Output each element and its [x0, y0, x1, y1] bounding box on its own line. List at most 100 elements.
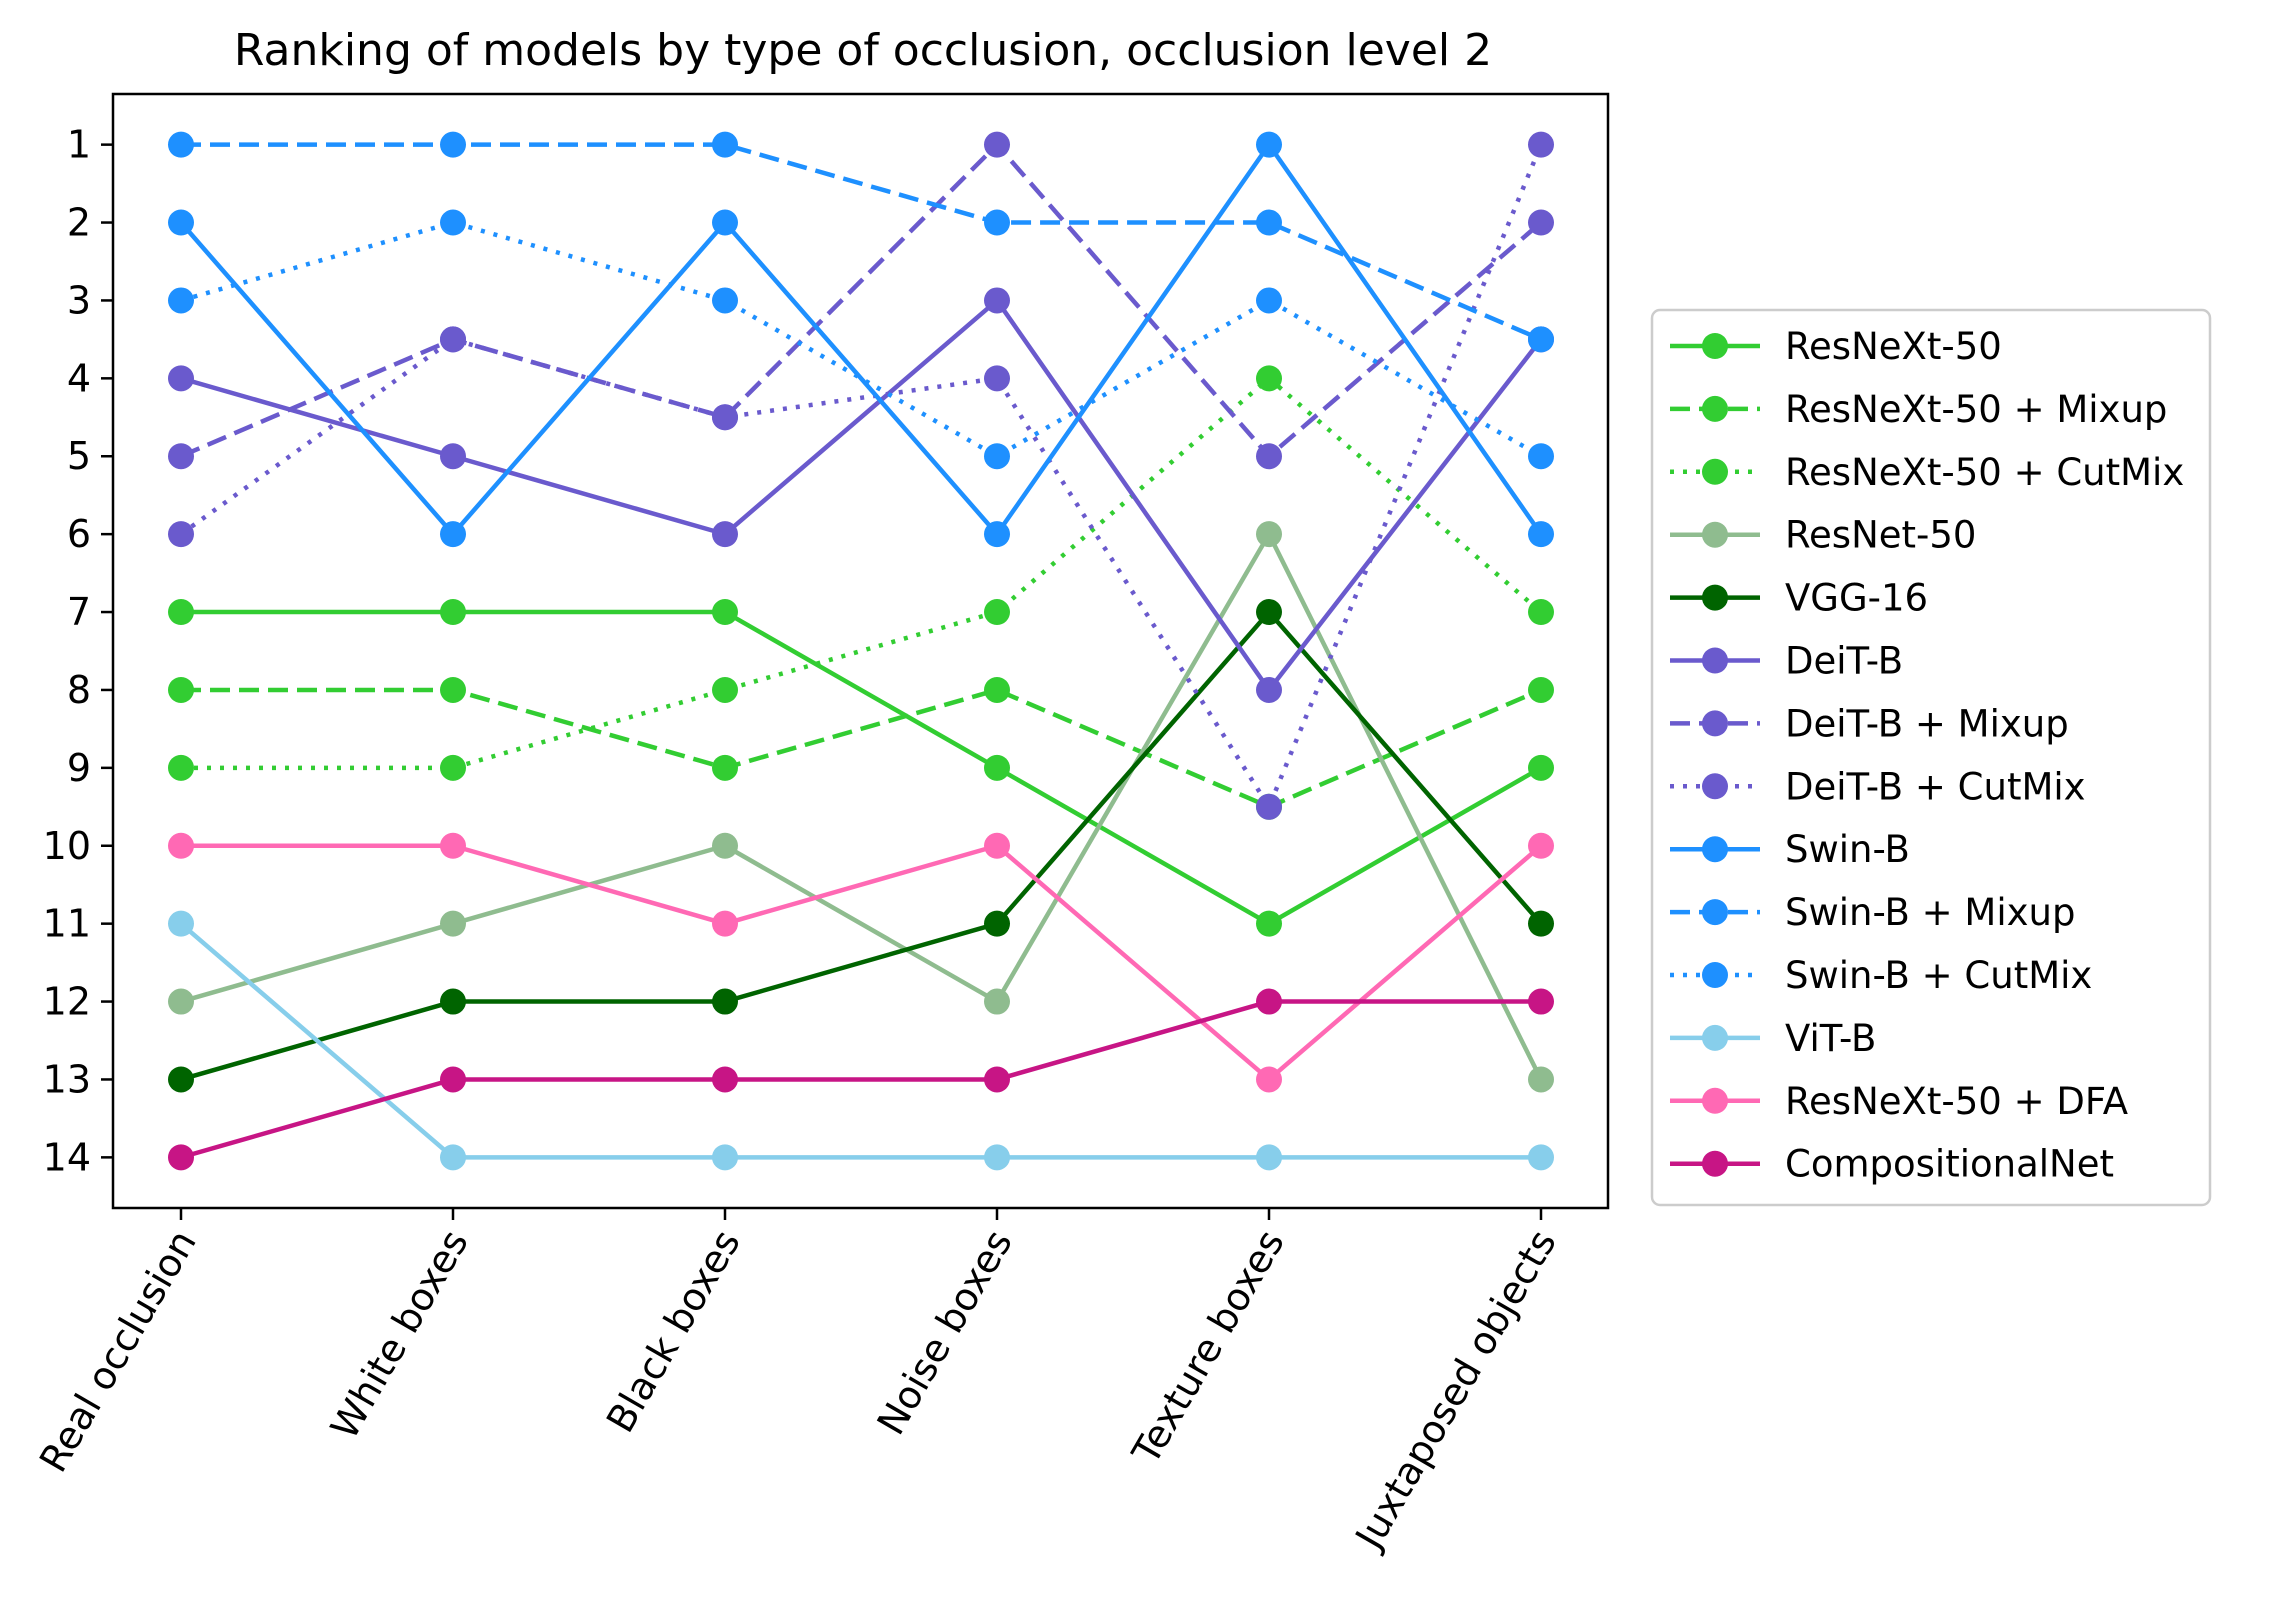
data-point	[1528, 443, 1554, 470]
legend-marker	[1702, 1150, 1728, 1177]
y-tick-label: 3	[67, 278, 91, 322]
data-point	[984, 365, 1010, 392]
legend-label: DeiT-B + CutMix	[1785, 765, 2086, 808]
data-point	[1256, 676, 1282, 703]
y-tick-label: 8	[67, 668, 91, 712]
data-point	[1256, 793, 1282, 820]
data-point	[440, 599, 466, 626]
data-point	[168, 832, 194, 859]
series-line	[180, 999, 1541, 1160]
legend-label: ResNeXt-50 + DFA	[1785, 1080, 2128, 1123]
legend-entry-vit-b: ViT-B	[1670, 1017, 1876, 1060]
data-point	[440, 131, 466, 158]
data-point	[712, 404, 738, 431]
legend-label: DeiT-B + Mixup	[1785, 702, 2069, 745]
y-tick-label: 12	[43, 980, 91, 1024]
data-point	[440, 326, 466, 353]
legend-marker	[1702, 333, 1728, 359]
data-point	[712, 988, 738, 1015]
data-point	[712, 1066, 738, 1093]
series-resnet-50	[168, 521, 1554, 1093]
legend-label: ResNeXt-50	[1785, 325, 2002, 368]
series-resnext-50-dfa	[168, 832, 1554, 1093]
legend-entry-compositionalnet: CompositionalNet	[1670, 1143, 2114, 1186]
legend-label: Swin-B + Mixup	[1785, 891, 2075, 934]
chart-title: Ranking of models by type of occlusion, …	[234, 25, 1492, 76]
legend-marker	[1702, 773, 1728, 800]
data-point	[984, 443, 1010, 470]
series-line	[181, 142, 1542, 342]
legend-entry-deit-b: DeiT-B	[1670, 640, 1903, 683]
legend-label: ResNet-50	[1785, 514, 1976, 557]
data-point	[1528, 521, 1554, 548]
series-line	[181, 843, 1543, 1082]
data-point	[1528, 599, 1554, 626]
x-tick-label: Black boxes	[598, 1223, 749, 1440]
data-point	[984, 832, 1010, 859]
data-point	[168, 287, 194, 314]
series-line	[180, 220, 1543, 459]
data-point	[1528, 131, 1554, 158]
x-tick-label: Real occlusion	[31, 1223, 205, 1480]
data-point	[1256, 365, 1282, 392]
data-point	[1528, 988, 1554, 1015]
data-point	[168, 599, 194, 626]
legend-entry-resnext-50-mixup: ResNeXt-50 + Mixup	[1670, 388, 2167, 431]
legend-entry-deit-b-cutmix: DeiT-B + CutMix	[1670, 765, 2086, 808]
legend-marker	[1702, 647, 1728, 674]
data-point	[1528, 676, 1554, 703]
data-point	[168, 1066, 194, 1093]
data-point	[712, 676, 738, 703]
data-point	[440, 988, 466, 1015]
data-point	[440, 832, 466, 859]
series-line	[179, 921, 1541, 1160]
data-point	[1256, 521, 1282, 548]
series-resnext-50	[168, 599, 1554, 937]
legend: ResNeXt-50 ResNeXt-50 + Mixup ResNeXt-50 +…	[1650, 308, 2212, 1207]
data-point	[1256, 443, 1282, 470]
y-tick-label: 13	[43, 1057, 91, 1101]
legend-label: CompositionalNet	[1785, 1143, 2114, 1186]
y-tick-label: 4	[67, 356, 91, 400]
legend-label: DeiT-B	[1785, 640, 1903, 683]
y-tick-label: 2	[67, 201, 91, 245]
x-tick-label: White boxes	[322, 1223, 477, 1447]
data-point	[440, 209, 466, 236]
data-point	[1528, 910, 1554, 937]
legend-entry-swin-b-mixup: Swin-B + Mixup	[1670, 891, 2075, 934]
data-point	[1256, 1066, 1282, 1093]
legend-marker	[1702, 1087, 1728, 1114]
data-point	[984, 131, 1010, 158]
legend-entry-swin-b-cutmix: Swin-B + CutMix	[1670, 954, 2092, 997]
data-point	[168, 1144, 194, 1171]
y-tick-label: 11	[43, 902, 91, 946]
legend-marker	[1702, 710, 1728, 737]
series-vit-b	[168, 910, 1554, 1171]
series-deit-b	[168, 287, 1554, 703]
data-point	[984, 521, 1010, 548]
legend-marker	[1702, 458, 1728, 485]
series-line	[181, 687, 1542, 810]
x-axis: Real occlusion White boxes Black boxes Nois…	[31, 1208, 1565, 1558]
data-point	[440, 521, 466, 548]
data-point	[1528, 326, 1554, 353]
data-point	[168, 521, 194, 548]
data-point	[984, 209, 1010, 236]
series-swin-b-mixup	[168, 131, 1554, 353]
data-point	[712, 599, 738, 626]
data-point	[1256, 287, 1282, 314]
data-point	[1256, 131, 1282, 158]
legend-marker	[1702, 584, 1728, 611]
series-compositionalnet	[168, 988, 1554, 1171]
data-point	[984, 988, 1010, 1015]
series-line	[179, 142, 1543, 537]
data-point	[168, 131, 194, 158]
data-point	[168, 676, 194, 703]
legend-marker	[1702, 962, 1728, 988]
y-tick-label: 5	[67, 434, 91, 478]
series-swin-b	[168, 131, 1554, 548]
legend-label: Swin-B + CutMix	[1785, 954, 2092, 997]
legend-entry-resnet-50: ResNet-50	[1670, 514, 1976, 557]
data-point	[712, 910, 738, 937]
